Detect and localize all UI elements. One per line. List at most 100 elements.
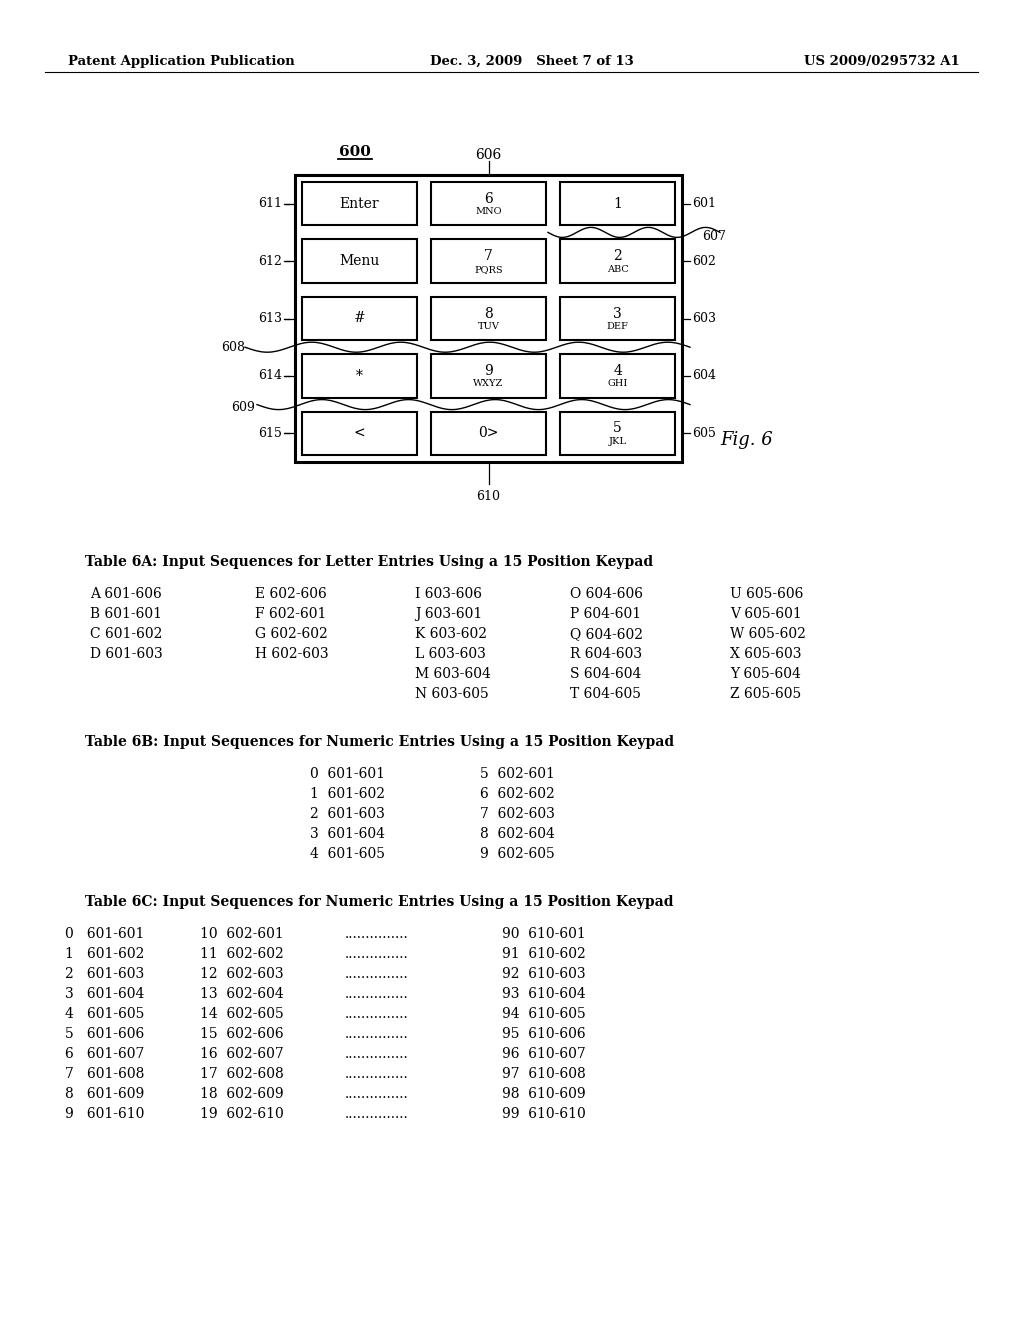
Text: PQRS: PQRS <box>474 264 503 273</box>
Text: 94  610-605: 94 610-605 <box>502 1007 586 1020</box>
Text: Table 6C: Input Sequences for Numeric Entries Using a 15 Position Keypad: Table 6C: Input Sequences for Numeric En… <box>85 895 674 909</box>
Text: 5   601-606: 5 601-606 <box>65 1027 144 1041</box>
Text: 4  601-605: 4 601-605 <box>310 847 385 861</box>
Text: *: * <box>356 368 362 383</box>
Text: 91  610-602: 91 610-602 <box>502 946 586 961</box>
Text: Enter: Enter <box>340 197 379 211</box>
Text: 604: 604 <box>692 370 716 383</box>
Text: L 603-603: L 603-603 <box>415 647 485 661</box>
Text: 19  602-610: 19 602-610 <box>200 1107 284 1121</box>
Text: 2   601-603: 2 601-603 <box>65 968 144 981</box>
Text: JKL: JKL <box>608 437 627 446</box>
Text: E 602-606: E 602-606 <box>255 587 327 601</box>
Text: 9   601-610: 9 601-610 <box>65 1107 144 1121</box>
Text: Fig. 6: Fig. 6 <box>720 432 773 449</box>
Text: 2: 2 <box>613 249 622 263</box>
Text: DEF: DEF <box>606 322 629 331</box>
Text: ...............: ............... <box>345 968 409 981</box>
Text: N 603-605: N 603-605 <box>415 686 488 701</box>
Text: 5: 5 <box>613 421 622 436</box>
Text: MNO: MNO <box>475 207 502 216</box>
Text: 95  610-606: 95 610-606 <box>502 1027 586 1041</box>
Text: 90  610-601: 90 610-601 <box>502 927 586 941</box>
Text: 7   601-608: 7 601-608 <box>65 1067 144 1081</box>
Text: 615: 615 <box>258 426 282 440</box>
Text: 606: 606 <box>475 148 502 162</box>
Text: 3   601-604: 3 601-604 <box>65 987 144 1001</box>
Text: 600: 600 <box>339 145 371 158</box>
Text: 0  601-601: 0 601-601 <box>310 767 385 781</box>
Text: 603: 603 <box>692 312 716 325</box>
Text: 6   601-607: 6 601-607 <box>65 1047 144 1061</box>
Text: Y 605-604: Y 605-604 <box>730 667 801 681</box>
Text: 614: 614 <box>258 370 282 383</box>
Text: 93  610-604: 93 610-604 <box>502 987 586 1001</box>
Text: 14  602-605: 14 602-605 <box>200 1007 284 1020</box>
Text: ...............: ............... <box>345 987 409 1001</box>
Text: 92  610-603: 92 610-603 <box>502 968 586 981</box>
Text: T 604-605: T 604-605 <box>570 686 641 701</box>
Text: W 605-602: W 605-602 <box>730 627 806 642</box>
Text: 7: 7 <box>484 249 493 263</box>
Bar <box>302 297 417 341</box>
Text: 17  602-608: 17 602-608 <box>200 1067 284 1081</box>
Text: 1  601-602: 1 601-602 <box>310 787 385 801</box>
Text: 10  602-601: 10 602-601 <box>200 927 284 941</box>
Text: 96  610-607: 96 610-607 <box>502 1047 586 1061</box>
Bar <box>431 239 546 282</box>
Text: 605: 605 <box>692 426 716 440</box>
Text: 3  601-604: 3 601-604 <box>310 828 385 841</box>
Text: 15  602-606: 15 602-606 <box>200 1027 284 1041</box>
Text: 98  610-609: 98 610-609 <box>502 1086 586 1101</box>
Bar <box>302 182 417 226</box>
Text: R 604-603: R 604-603 <box>570 647 642 661</box>
Text: O 604-606: O 604-606 <box>570 587 643 601</box>
Text: 601: 601 <box>692 197 716 210</box>
Text: 607: 607 <box>702 230 726 243</box>
Text: GHI: GHI <box>607 379 628 388</box>
Text: 613: 613 <box>258 312 282 325</box>
Text: ...............: ............... <box>345 1086 409 1101</box>
Text: #: # <box>353 312 366 326</box>
Text: A 601-606: A 601-606 <box>90 587 162 601</box>
Text: 4: 4 <box>613 364 622 378</box>
Bar <box>560 182 675 226</box>
Bar <box>431 182 546 226</box>
Text: 13  602-604: 13 602-604 <box>200 987 284 1001</box>
Text: ...............: ............... <box>345 1007 409 1020</box>
Text: C 601-602: C 601-602 <box>90 627 163 642</box>
Text: 8  602-604: 8 602-604 <box>480 828 555 841</box>
Text: 7  602-603: 7 602-603 <box>480 807 555 821</box>
Text: Table 6B: Input Sequences for Numeric Entries Using a 15 Position Keypad: Table 6B: Input Sequences for Numeric En… <box>85 735 674 748</box>
Bar <box>295 176 682 462</box>
Text: ...............: ............... <box>345 1027 409 1041</box>
Text: 612: 612 <box>258 255 282 268</box>
Bar <box>302 354 417 397</box>
Text: M 603-604: M 603-604 <box>415 667 490 681</box>
Bar <box>560 239 675 282</box>
Text: 609: 609 <box>231 401 255 414</box>
Text: 610: 610 <box>476 490 501 503</box>
Text: <: < <box>353 426 366 441</box>
Text: 9  602-605: 9 602-605 <box>480 847 555 861</box>
Text: 12  602-603: 12 602-603 <box>200 968 284 981</box>
Text: 608: 608 <box>221 341 245 354</box>
Text: ...............: ............... <box>345 1047 409 1061</box>
Text: ...............: ............... <box>345 927 409 941</box>
Text: X 605-603: X 605-603 <box>730 647 802 661</box>
Text: 1: 1 <box>613 197 622 211</box>
Text: Dec. 3, 2009   Sheet 7 of 13: Dec. 3, 2009 Sheet 7 of 13 <box>430 55 634 69</box>
Text: 3: 3 <box>613 306 622 321</box>
Text: US 2009/0295732 A1: US 2009/0295732 A1 <box>804 55 961 69</box>
Text: K 603-602: K 603-602 <box>415 627 487 642</box>
Text: 8: 8 <box>484 306 493 321</box>
Bar <box>560 297 675 341</box>
Text: ...............: ............... <box>345 946 409 961</box>
Text: G 602-602: G 602-602 <box>255 627 328 642</box>
Text: H 602-603: H 602-603 <box>255 647 329 661</box>
Text: 0   601-601: 0 601-601 <box>65 927 144 941</box>
Text: Q 604-602: Q 604-602 <box>570 627 643 642</box>
Text: Patent Application Publication: Patent Application Publication <box>68 55 295 69</box>
Bar <box>560 354 675 397</box>
Bar <box>431 354 546 397</box>
